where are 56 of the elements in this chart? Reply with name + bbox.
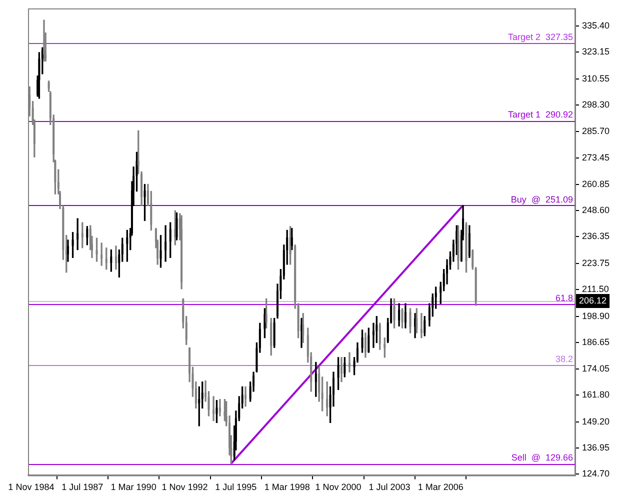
candlestick	[96, 238, 98, 262]
y-tick-label: 323.15	[582, 46, 610, 57]
candlestick	[409, 308, 412, 334]
x-tick-label: 1 Nov 1984	[8, 482, 54, 492]
candlestick	[401, 308, 404, 328]
candlestick	[265, 298, 268, 328]
y-tick-label: 161.80	[582, 390, 610, 400]
candlestick	[176, 212, 178, 240]
ref-line-label: Target 2 327.35	[508, 32, 573, 42]
candlestick	[100, 242, 103, 266]
y-tick-label: 335.40	[582, 20, 610, 31]
annotation: 38.2	[555, 354, 573, 364]
candlestick	[244, 386, 247, 407]
y-tick-label: 236.35	[582, 231, 610, 242]
candlestick	[457, 225, 460, 270]
x-tick-label: 1 Nov 1992	[162, 482, 208, 492]
candlestick	[72, 232, 74, 258]
x-tick-label: 1 Jul 1995	[215, 482, 257, 492]
x-tick-label: 1 Jul 2003	[368, 482, 410, 492]
y-tick-label: 124.70	[582, 468, 610, 479]
x-tick-label: 1 Mar 2006	[418, 482, 464, 492]
candlestick	[144, 184, 146, 221]
y-tick-label: 298.30	[582, 99, 610, 110]
annotation: 61.8	[555, 292, 573, 303]
candlestick	[160, 234, 162, 268]
y-tick-label: 211.50	[582, 284, 609, 294]
ref-line-label: 206.12	[579, 295, 607, 306]
y-tick-label: 174.05	[582, 364, 610, 374]
candlestick	[344, 357, 346, 378]
candlestick	[264, 308, 266, 338]
x-tick-label: 1 Mar 1990	[110, 482, 156, 492]
candlestick	[361, 330, 364, 353]
candlestick	[420, 313, 422, 338]
candlestick	[212, 396, 215, 422]
x-tick-label: 1 Mar 1998	[264, 482, 310, 492]
x-tick-label: 1 Jul 1987	[62, 482, 104, 492]
y-tick-label: 149.20	[582, 416, 610, 427]
candlestick	[465, 222, 468, 273]
candlestick	[348, 352, 350, 372]
x-tick-label: 1 Nov 2000	[315, 482, 362, 492]
ref-line-label: Target 1 290.92	[508, 110, 573, 120]
candlestick	[337, 357, 340, 390]
candlestick	[216, 400, 218, 423]
ref-line-label: Buy @ 251.09	[510, 194, 573, 204]
candlestick	[164, 225, 167, 262]
y-tick-label: 273.45	[582, 152, 610, 162]
y-tick-label: 223.75	[582, 258, 610, 268]
y-tick-label: 198.90	[582, 310, 610, 321]
y-tick-label: 248.60	[582, 205, 610, 216]
y-tick-label: 186.65	[582, 336, 610, 347]
y-tick-label: 260.85	[582, 179, 610, 190]
ref-line-label: Sell @ 129.66	[511, 452, 573, 463]
y-tick-label: 136.95	[582, 442, 610, 453]
y-tick-label: 310.55	[582, 73, 610, 84]
candlestick	[393, 298, 396, 328]
y-tick-label: 285.70	[582, 126, 610, 136]
